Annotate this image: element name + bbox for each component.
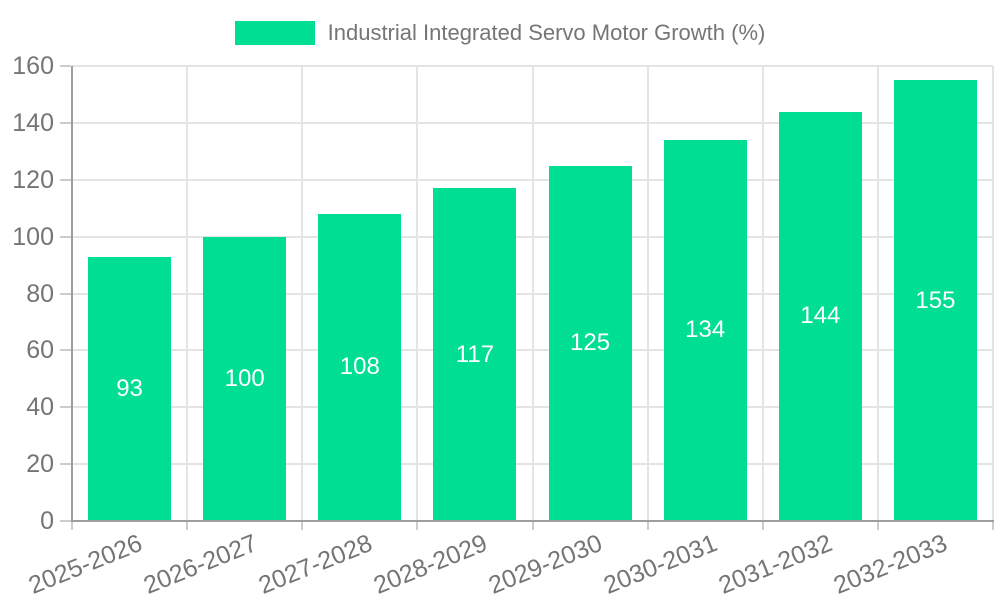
- v-gridline: [761, 66, 764, 521]
- x-axis-tick: [531, 521, 534, 530]
- bar-value-label: 144: [800, 302, 841, 330]
- v-gridline: [531, 66, 534, 521]
- bar[interactable]: 144: [778, 111, 862, 521]
- legend-label: Industrial Integrated Servo Motor Growth…: [327, 20, 766, 45]
- v-gridline: [646, 66, 649, 521]
- x-axis-tick: [71, 521, 73, 530]
- y-tick-label: 100: [12, 222, 54, 251]
- chart-legend[interactable]: Industrial Integrated Servo Motor Growth…: [0, 20, 1000, 46]
- y-axis-tick: [60, 121, 71, 124]
- y-axis-line: [71, 66, 73, 521]
- v-gridline: [186, 66, 189, 521]
- y-axis-tick: [60, 406, 71, 409]
- x-axis-tick: [876, 521, 879, 530]
- x-axis-tick: [301, 521, 304, 530]
- y-axis-tick: [60, 65, 71, 67]
- bar[interactable]: 93: [88, 256, 172, 521]
- bar[interactable]: 134: [663, 139, 747, 521]
- y-axis-tick: [60, 292, 71, 295]
- v-gridline: [876, 66, 879, 521]
- bar[interactable]: 155: [893, 80, 977, 521]
- x-axis-tick: [186, 521, 189, 530]
- y-axis-tick: [60, 520, 71, 522]
- y-axis-tick: [60, 349, 71, 352]
- y-axis-tick: [60, 463, 71, 466]
- v-gridline: [992, 66, 994, 521]
- v-gridline: [301, 66, 304, 521]
- y-tick-label: 20: [26, 450, 54, 479]
- y-axis-tick: [60, 178, 71, 181]
- bar-value-label: 93: [116, 374, 143, 402]
- bar[interactable]: 125: [548, 165, 632, 521]
- x-axis-tick: [761, 521, 764, 530]
- y-tick-label: 120: [12, 165, 54, 194]
- y-axis-tick: [60, 235, 71, 238]
- bar-value-label: 125: [570, 329, 611, 357]
- plot-area: 0 20 40 60 80 100 120 140 160 93 100 108 117 125 134 14…: [12, 52, 994, 600]
- y-tick-label: 40: [26, 393, 54, 422]
- bar-value-label: 100: [224, 364, 265, 392]
- x-axis-tick: [992, 521, 994, 530]
- bar-value-label: 117: [455, 340, 495, 368]
- x-axis-tick: [646, 521, 649, 530]
- bar[interactable]: 108: [318, 213, 402, 521]
- bar[interactable]: 117: [433, 188, 517, 521]
- bar-value-label: 134: [685, 316, 726, 344]
- bar[interactable]: 100: [203, 236, 287, 521]
- bar-value-label: 155: [915, 286, 956, 314]
- legend-swatch: [234, 21, 315, 45]
- y-tick-label: 60: [26, 336, 54, 365]
- v-gridline: [416, 66, 419, 521]
- bar-value-label: 108: [339, 353, 380, 381]
- y-tick-label: 0: [40, 507, 54, 535]
- x-axis-tick: [416, 521, 419, 530]
- y-tick-label: 140: [12, 108, 54, 137]
- x-axis-line: [71, 520, 994, 522]
- y-tick-label: 160: [12, 52, 54, 80]
- y-tick-label: 80: [26, 279, 54, 308]
